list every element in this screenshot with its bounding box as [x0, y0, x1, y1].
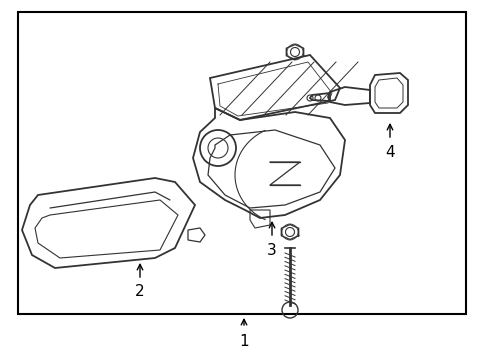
Text: 2: 2	[135, 284, 144, 300]
Bar	[18, 12, 465, 314]
Text: 1: 1	[239, 334, 248, 350]
Text: 3: 3	[266, 243, 276, 257]
Text: 4: 4	[385, 144, 394, 159]
